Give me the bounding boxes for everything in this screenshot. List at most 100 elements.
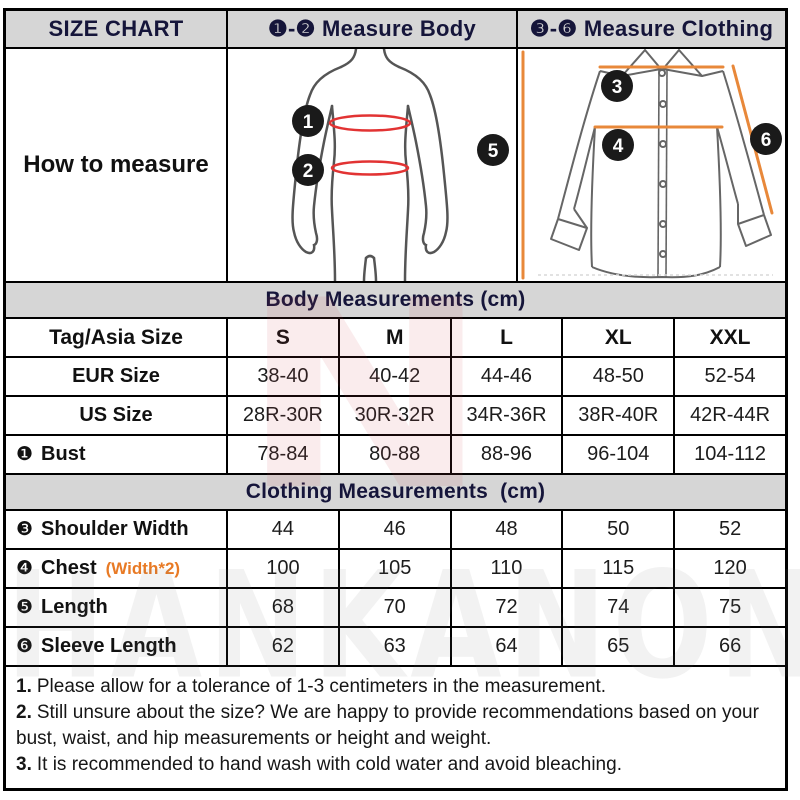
row-label: US Size	[79, 404, 153, 426]
body-figure-markers: 1 2 5	[292, 105, 509, 186]
row-label: Shoulder Width	[41, 518, 189, 540]
note-text: Still unsure about the size? We are happ…	[16, 702, 759, 749]
table-row: ❻ Sleeve Length 62 63 64 65 66	[6, 628, 785, 665]
body-measurements-title: Body Measurements (cm)	[6, 283, 785, 317]
value-cell: 104-112	[675, 436, 785, 473]
table-row: EUR Size 38-40 40-42 44-46 48-50 52-54	[6, 358, 785, 395]
value-cell: 52	[675, 511, 785, 548]
marker-4: 4	[613, 136, 624, 157]
row-label-cell: ❺ Length	[6, 589, 226, 626]
column-header-size: M	[339, 319, 450, 356]
value-cell: 50	[563, 511, 674, 548]
value-cell: 110	[451, 550, 562, 587]
how-to-measure-label: How to measure	[6, 49, 226, 281]
value-cell: 38R-40R	[563, 397, 674, 434]
note-number: 1.	[16, 676, 32, 697]
column-header-size: XXL	[675, 319, 785, 356]
row-label: Chest	[41, 557, 97, 579]
note-text: It is recommended to hand wash with cold…	[36, 754, 622, 775]
value-cell: 62	[228, 628, 338, 665]
value-cell: 115	[563, 550, 674, 587]
row-marker-icon: ❺	[16, 597, 34, 618]
row-label-cell: EUR Size	[6, 358, 226, 395]
value-cell: 42R-44R	[675, 397, 785, 434]
value-cell: 48-50	[563, 358, 674, 395]
chart-title: SIZE CHART	[6, 11, 226, 47]
note-item: 3. It is recommended to hand wash with co…	[16, 752, 773, 778]
row-label: Sleeve Length	[41, 635, 177, 657]
top-header-row: SIZE CHART ❶-❷ Measure Body ❸-❻ Measure …	[6, 11, 785, 47]
value-cell: 100	[228, 550, 338, 587]
row-marker-icon: ❻	[16, 636, 34, 657]
value-cell: 46	[339, 511, 450, 548]
row-label-cell: US Size	[6, 397, 226, 434]
marker-6: 6	[761, 130, 772, 151]
row-label-cell: ❶ Bust	[6, 436, 226, 473]
clothing-measurements-title: Clothing Measurements (cm)	[6, 475, 785, 509]
marker-2: 2	[303, 161, 314, 182]
measure-body-header: ❶-❷ Measure Body	[228, 11, 516, 47]
row-label-cell: ❻ Sleeve Length	[6, 628, 226, 665]
value-cell: 40-42	[339, 358, 450, 395]
row-label-cell: ❹ Chest (Width*2)	[6, 550, 226, 587]
table-row: ❹ Chest (Width*2) 100 105 110 115 120	[6, 550, 785, 587]
column-header-size: L	[451, 319, 562, 356]
table-row: US Size 28R-30R 30R-32R 34R-36R 38R-40R 42R-4…	[6, 397, 785, 434]
value-cell: 80-88	[339, 436, 450, 473]
body-figure: 1 2 5	[291, 49, 509, 281]
table-row: ❺ Length 68 70 72 74 75	[6, 589, 785, 626]
shirt-figure: 3 4 6	[521, 49, 782, 280]
shirt-figure-cell: 3 4 6	[518, 49, 785, 281]
value-cell: 48	[451, 511, 562, 548]
value-cell: 70	[339, 589, 450, 626]
row-marker-icon: ❹	[16, 558, 34, 579]
marker-1: 1	[303, 112, 314, 133]
table-row: ❶ Bust 78-84 80-88 88-96 96-104 104-112	[6, 436, 785, 473]
row-label: Length	[41, 596, 108, 618]
row-label-cell: ❸ Shoulder Width	[6, 511, 226, 548]
note-item: 1. Please allow for a tolerance of 1-3 ce…	[16, 674, 773, 700]
value-cell: 66	[675, 628, 785, 665]
value-cell: 74	[563, 589, 674, 626]
column-header-size: S	[228, 319, 338, 356]
value-cell: 34R-36R	[451, 397, 562, 434]
size-chart: SIZE CHART ❶-❷ Measure Body ❸-❻ Measure …	[3, 8, 800, 791]
column-header-label: Tag/Asia Size	[6, 319, 226, 356]
size-header-row: Tag/Asia Size S M L XL XXL	[6, 319, 785, 356]
body-figure-cell: 1 2 5	[228, 49, 516, 281]
value-cell: 44	[228, 511, 338, 548]
row-label-suffix: (Width*2)	[105, 558, 181, 578]
marker-5: 5	[488, 141, 499, 162]
illustration-row: How to measure	[6, 49, 785, 281]
value-cell: 65	[563, 628, 674, 665]
note-text: Please allow for a tolerance of 1-3 cent…	[36, 676, 607, 697]
table-row: ❸ Shoulder Width 44 46 48 50 52	[6, 511, 785, 548]
value-cell: 105	[339, 550, 450, 587]
shirt-figure-markers: 3 4 6	[601, 70, 782, 161]
value-cell: 63	[339, 628, 450, 665]
value-cell: 64	[451, 628, 562, 665]
value-cell: 96-104	[563, 436, 674, 473]
row-marker-icon: ❸	[16, 519, 34, 540]
value-cell: 68	[228, 589, 338, 626]
row-label: Bust	[41, 443, 86, 465]
column-header-size: XL	[563, 319, 674, 356]
note-number: 3.	[16, 754, 32, 775]
notes-section: 1. Please allow for a tolerance of 1-3 ce…	[6, 667, 785, 788]
note-number: 2.	[16, 702, 32, 723]
marker-3: 3	[612, 77, 623, 98]
value-cell: 78-84	[228, 436, 338, 473]
value-cell: 44-46	[451, 358, 562, 395]
value-cell: 88-96	[451, 436, 562, 473]
clothing-measurements-header-row: Clothing Measurements (cm)	[6, 475, 785, 509]
note-item: 2. Still unsure about the size? We are ha…	[16, 700, 773, 752]
body-measurements-header-row: Body Measurements (cm)	[6, 283, 785, 317]
value-cell: 28R-30R	[228, 397, 338, 434]
value-cell: 75	[675, 589, 785, 626]
value-cell: 72	[451, 589, 562, 626]
value-cell: 120	[675, 550, 785, 587]
row-marker-icon: ❶	[16, 444, 34, 465]
value-cell: 30R-32R	[339, 397, 450, 434]
value-cell: 52-54	[675, 358, 785, 395]
row-label: EUR Size	[72, 365, 160, 387]
